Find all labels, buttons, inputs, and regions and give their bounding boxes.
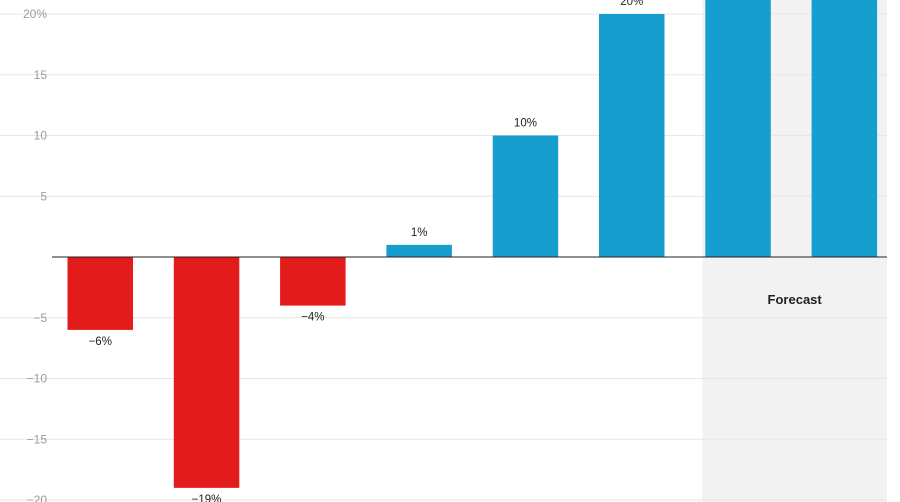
gridlines	[0, 13, 887, 501]
bar-data-label: 1%	[411, 227, 428, 239]
data-labels: −6% −19% −4% 1% 10% 20%	[89, 0, 644, 502]
bar-data-label: 10%	[514, 118, 537, 130]
bar	[386, 244, 452, 257]
bar-data-label: −6%	[89, 336, 112, 348]
bar-data-label: 20%	[620, 0, 643, 8]
bars	[67, 0, 878, 488]
y-tick-label: −5	[33, 311, 47, 325]
bar	[811, 0, 878, 257]
forecast-label: Forecast	[768, 292, 823, 307]
bar	[173, 257, 240, 488]
y-tick-label: −10	[27, 372, 48, 386]
y-axis-ticks: 20% 15 10 5 −5 −10 −15 −20	[23, 7, 47, 502]
bar	[599, 14, 665, 257]
bar	[492, 135, 559, 257]
bar	[705, 0, 771, 257]
y-tick-label: −15	[27, 432, 48, 446]
y-tick-label: 10	[34, 129, 48, 143]
bar-data-label: −19%	[192, 494, 222, 502]
bar-data-label: −4%	[301, 312, 324, 324]
y-tick-label: −20	[27, 493, 48, 502]
y-tick-label: 5	[40, 189, 47, 203]
y-tick-label: 20%	[23, 7, 47, 21]
bar	[280, 257, 346, 306]
y-tick-label: 15	[34, 68, 48, 82]
bar	[67, 257, 133, 330]
